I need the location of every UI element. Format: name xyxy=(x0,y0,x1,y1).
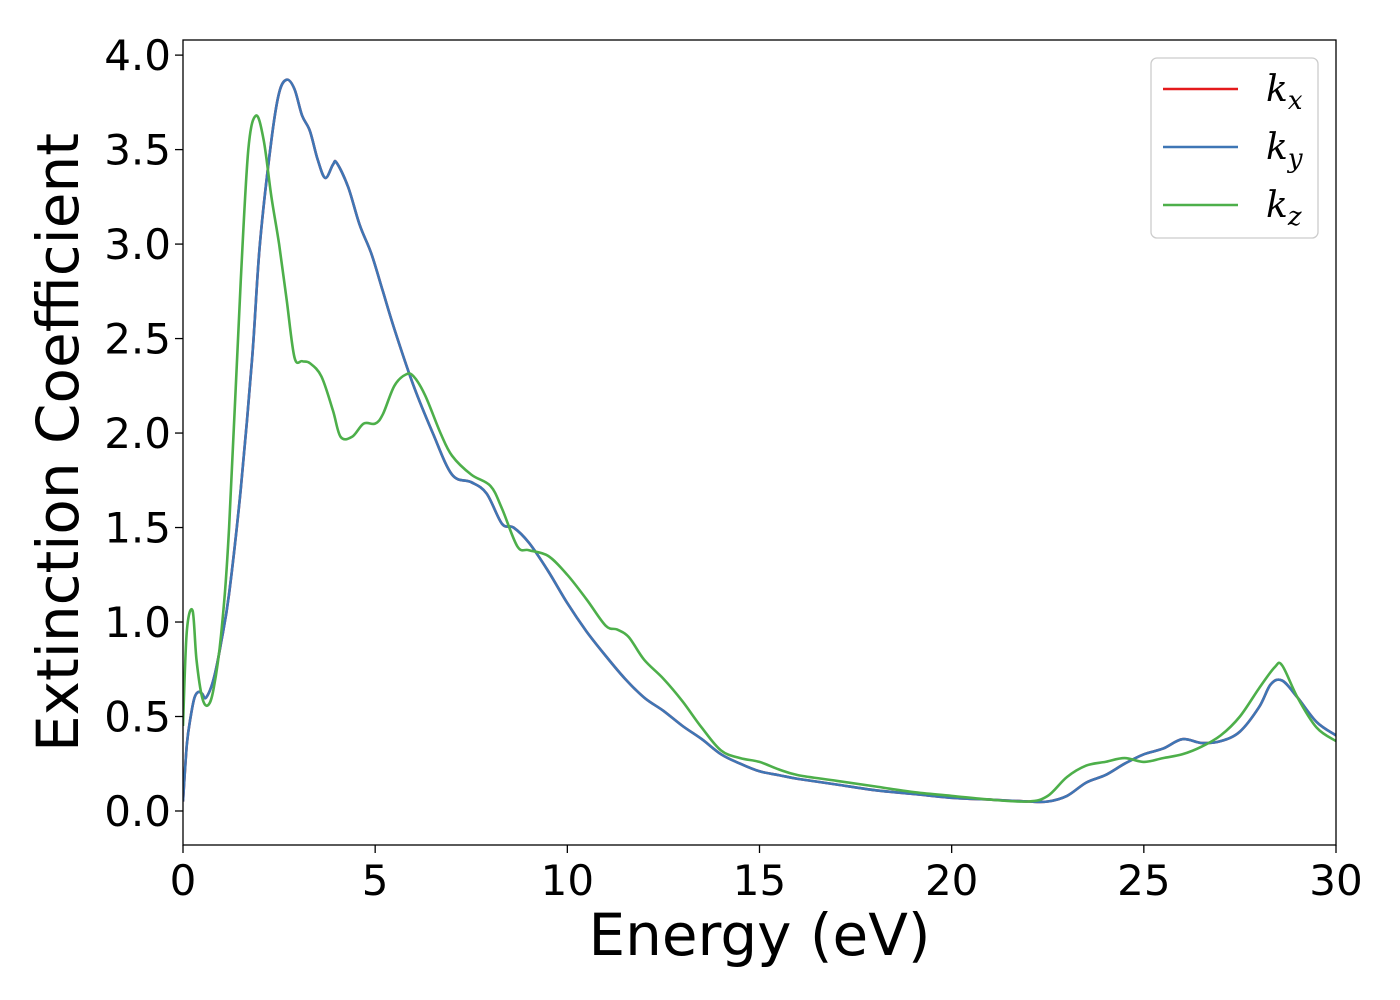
x-tick-label: 20 xyxy=(925,856,978,905)
y-tick-label: 4.0 xyxy=(104,31,171,80)
x-axis-label: Energy (eV) xyxy=(588,901,930,969)
y-tick-label: 0.5 xyxy=(104,693,171,742)
x-tick-label: 5 xyxy=(362,856,389,905)
x-tick-label: 15 xyxy=(733,856,786,905)
y-axis-label: Extinction Coefficient xyxy=(24,133,92,752)
y-tick-label: 1.0 xyxy=(104,598,171,647)
series-line-kz xyxy=(183,114,1336,803)
x-tick-label: 25 xyxy=(1117,856,1170,905)
y-tick-label: 1.5 xyxy=(104,504,171,553)
legend-label-kx: kx xyxy=(1266,69,1303,116)
y-tick-label: 3.0 xyxy=(104,220,171,269)
y-axis: 0.0 0.5 1.0 1.5 2.0 2.5 3.0 3.5 4.0 xyxy=(104,31,183,836)
y-tick-label: 3.5 xyxy=(104,126,171,175)
x-tick-label: 10 xyxy=(541,856,594,905)
x-axis: 0 5 10 15 20 25 30 xyxy=(170,845,1363,905)
y-tick-label: 2.5 xyxy=(104,315,171,364)
x-tick-label: 0 xyxy=(170,856,197,905)
legend-label-ky: ky xyxy=(1266,127,1303,174)
legend: kx ky kz xyxy=(1150,57,1319,239)
x-tick-label: 30 xyxy=(1309,856,1362,905)
y-tick-label: 2.0 xyxy=(104,409,171,458)
y-tick-label: 0.0 xyxy=(104,787,171,836)
legend-label-kz: kz xyxy=(1266,185,1302,232)
series-layer xyxy=(183,78,1336,804)
